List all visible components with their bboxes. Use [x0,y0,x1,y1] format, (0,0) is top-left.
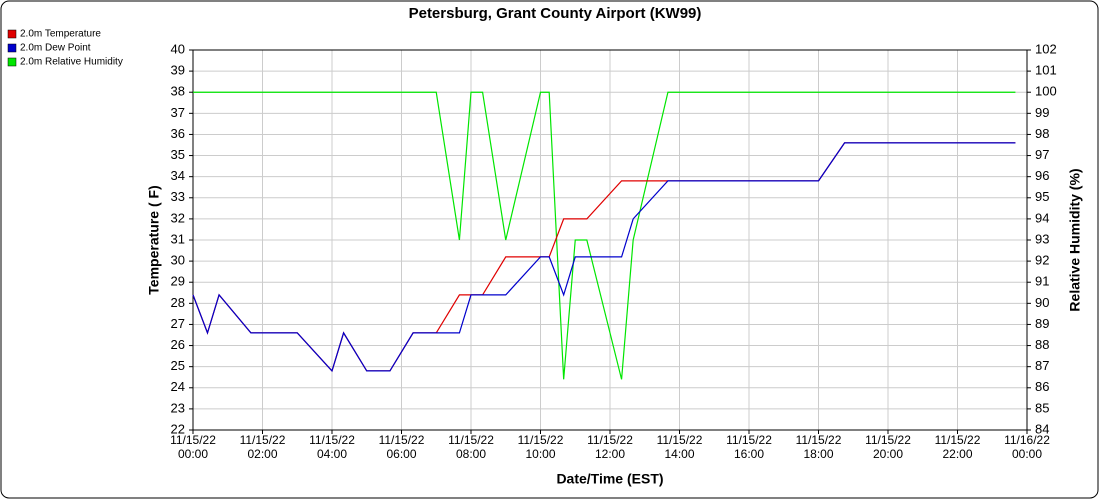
x-tick-label: 11/15/22 18:00 [795,433,842,461]
y-tick-label: 28 [171,295,185,310]
legend-swatch [7,43,17,53]
y2-tick-label: 94 [1035,210,1049,225]
x-tick-label: 11/15/22 02:00 [239,433,286,461]
y-tick-label: 37 [171,105,185,120]
y-tick-label: 38 [171,84,185,99]
y2-tick-label: 85 [1035,400,1049,415]
y-tick-label: 25 [171,358,185,373]
y2-tick-label: 100 [1035,84,1057,99]
y-tick-label: 39 [171,63,185,78]
chart-title: Petersburg, Grant County Airport (KW99) [409,5,702,22]
y-tick-label: 26 [171,337,185,352]
y-tick-label: 40 [171,41,185,56]
y-tick-label: 35 [171,147,185,162]
x-tick-label: 11/15/22 00:00 [170,433,216,461]
series-line [193,91,1016,380]
legend-label: 2.0m Relative Humidity [20,57,123,68]
y-tick-label: 23 [171,400,185,415]
y2-tick-label: 102 [1035,41,1057,56]
legend-label: 2.0m Dew Point [20,43,91,54]
x-tick-label: 11/15/22 22:00 [934,433,981,461]
y2-tick-label: 95 [1035,189,1049,204]
y-tick-label: 32 [171,210,185,225]
y-tick-label: 31 [171,231,185,246]
x-tick-label: 11/15/22 08:00 [448,433,494,461]
y2-tick-label: 87 [1035,358,1049,373]
y2-tick-label: 91 [1035,274,1049,289]
y-tick-label: 27 [171,316,185,331]
plot-border [192,49,1028,431]
y2-tick-label: 90 [1035,295,1049,310]
y-tick-label: 24 [171,379,185,394]
series-line [192,142,1016,373]
x-tick-label: 11/15/22 12:00 [587,433,633,461]
legend-swatch [7,57,17,67]
x-tick-label: 11/15/22 06:00 [378,433,425,461]
y2-tick-label: 96 [1035,168,1049,183]
y-tick-label: 34 [171,168,185,183]
y2-tick-label: 86 [1035,379,1049,394]
x-tick-label: 11/15/22 20:00 [865,433,911,461]
x-tick-label: 11/15/22 04:00 [309,433,355,461]
x-tick-label: 11/16/22 00:00 [1004,433,1050,461]
y2-tick-label: 92 [1035,253,1049,268]
x-tick-label: 11/15/22 10:00 [517,433,564,461]
y-tick-label: 33 [171,189,185,204]
x-axis-title: Date/Time (EST) [556,471,663,487]
y2-tick-label: 99 [1035,105,1049,120]
y-axis-title: Temperature ( F) [146,185,162,294]
y2-tick-label: 88 [1035,337,1049,352]
x-tick-label: 11/15/22 16:00 [726,433,772,461]
y-tick-label: 30 [171,253,185,268]
y2-axis-title: Relative Humidity (%) [1067,168,1083,311]
y2-tick-label: 98 [1035,126,1049,141]
legend-swatch [7,29,17,39]
y-tick-label: 22 [171,421,185,436]
y-tick-label: 29 [171,274,185,289]
y2-tick-label: 97 [1035,147,1049,162]
y2-tick-label: 93 [1035,231,1049,246]
y2-tick-label: 84 [1035,421,1049,436]
legend-label: 2.0m Temperature [20,29,101,40]
y2-tick-label: 101 [1035,63,1057,78]
x-tick-label: 11/15/22 14:00 [656,433,703,461]
y-tick-label: 36 [171,126,185,141]
y2-tick-label: 89 [1035,316,1049,331]
